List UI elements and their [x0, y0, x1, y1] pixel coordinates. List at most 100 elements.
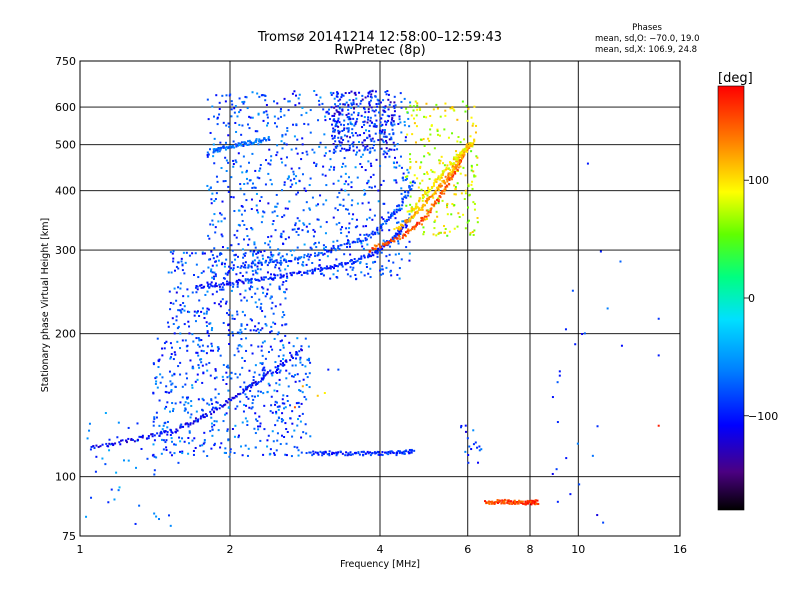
- data-point: [153, 439, 156, 442]
- colorbar-tick-label: 0: [748, 292, 755, 305]
- data-point: [237, 278, 240, 281]
- data-point: [280, 140, 283, 143]
- data-point: [467, 183, 470, 186]
- data-point: [90, 496, 93, 499]
- data-point: [258, 139, 261, 142]
- data-point: [342, 128, 345, 131]
- data-point: [202, 442, 205, 445]
- data-point: [374, 260, 377, 263]
- data-point: [464, 424, 467, 427]
- data-point: [163, 431, 166, 434]
- data-point: [319, 141, 322, 144]
- data-point: [292, 170, 295, 173]
- data-point: [381, 123, 384, 126]
- data-point: [236, 281, 239, 284]
- data-point: [352, 261, 355, 264]
- data-point: [350, 186, 353, 189]
- data-point: [336, 196, 339, 199]
- data-point: [243, 254, 246, 257]
- data-point: [286, 127, 289, 130]
- data-point: [196, 310, 199, 313]
- data-point: [203, 416, 206, 419]
- data-point: [581, 333, 584, 336]
- data-point: [211, 285, 214, 288]
- data-point: [270, 295, 273, 298]
- data-point: [470, 169, 473, 172]
- data-point: [306, 376, 309, 379]
- data-point: [212, 151, 215, 154]
- data-point: [391, 240, 394, 243]
- data-point: [380, 227, 383, 230]
- data-point: [341, 94, 344, 97]
- data-point: [168, 290, 171, 293]
- data-point: [533, 502, 536, 505]
- data-point: [555, 468, 558, 471]
- data-point: [247, 265, 250, 268]
- data-point: [348, 243, 351, 246]
- data-point: [295, 357, 298, 360]
- data-point: [437, 232, 440, 235]
- data-point: [467, 206, 470, 209]
- data-point: [180, 257, 183, 260]
- data-point: [371, 218, 374, 221]
- data-point: [392, 120, 395, 123]
- data-point: [308, 372, 311, 375]
- data-point: [523, 502, 526, 505]
- data-point: [191, 252, 194, 255]
- data-point: [239, 271, 242, 274]
- data-point: [206, 285, 209, 288]
- data-point: [535, 502, 538, 505]
- data-point: [430, 169, 433, 172]
- data-point: [302, 209, 305, 212]
- data-point: [278, 378, 281, 381]
- data-point: [394, 179, 397, 182]
- data-point: [162, 439, 165, 442]
- data-point: [377, 189, 380, 192]
- x-tick-label: 4: [377, 543, 384, 556]
- data-point: [385, 222, 388, 225]
- data-point: [332, 240, 335, 243]
- data-point: [227, 334, 230, 337]
- data-point: [267, 243, 270, 246]
- data-point: [187, 436, 190, 439]
- data-point: [366, 218, 369, 221]
- data-point: [154, 382, 157, 385]
- data-point: [448, 161, 451, 164]
- data-point: [275, 401, 278, 404]
- data-point: [339, 144, 342, 147]
- data-points: [85, 89, 660, 527]
- data-point: [268, 384, 271, 387]
- data-point: [275, 410, 278, 413]
- data-point: [293, 135, 296, 138]
- data-point: [466, 221, 469, 224]
- data-point: [289, 179, 292, 182]
- data-point: [341, 265, 344, 268]
- y-tick-label: 400: [55, 185, 76, 198]
- data-point: [253, 395, 256, 398]
- data-point: [307, 253, 310, 256]
- data-point: [321, 267, 324, 270]
- data-point: [333, 136, 336, 139]
- data-point: [388, 138, 391, 141]
- data-point: [262, 210, 265, 213]
- data-point: [340, 123, 343, 126]
- data-point: [317, 119, 320, 122]
- data-point: [230, 377, 233, 380]
- data-point: [335, 264, 338, 267]
- data-point: [215, 290, 218, 293]
- data-point: [241, 280, 244, 283]
- data-point: [411, 184, 414, 187]
- data-point: [95, 444, 98, 447]
- data-point: [363, 189, 366, 192]
- data-point: [331, 123, 334, 126]
- data-point: [432, 196, 435, 199]
- data-point: [265, 110, 268, 113]
- data-point: [399, 209, 402, 212]
- data-point: [169, 524, 172, 527]
- data-point: [398, 118, 401, 121]
- data-point: [252, 398, 255, 401]
- data-point: [276, 419, 279, 422]
- data-point: [426, 194, 429, 197]
- data-point: [403, 97, 406, 100]
- data-point: [381, 265, 384, 268]
